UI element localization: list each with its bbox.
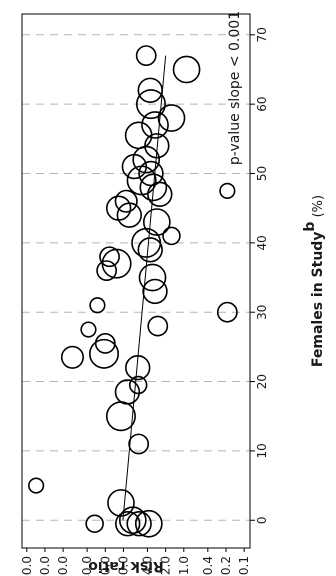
y-tick-label: 20.0 bbox=[98, 556, 112, 576]
y-tick-label: 200.0 bbox=[38, 556, 52, 576]
y-tick-label: 1.0 bbox=[177, 556, 191, 575]
x-tick-label: 40 bbox=[255, 235, 269, 250]
x-tick-label: 20 bbox=[255, 374, 269, 389]
data-bubble bbox=[94, 333, 116, 354]
data-bubble bbox=[124, 121, 153, 150]
grid-layer bbox=[22, 34, 250, 521]
y-tick-label: 40.0 bbox=[80, 556, 94, 576]
x-axis: 0 10 20 30 40 50 60 70 bbox=[250, 27, 269, 524]
data-bubble bbox=[137, 237, 163, 263]
y-tick-label: 10.0 bbox=[116, 556, 130, 576]
x-tick-label: 30 bbox=[255, 305, 269, 320]
data-bubble bbox=[147, 315, 169, 337]
x-tick-label: 10 bbox=[255, 443, 269, 458]
data-bubble bbox=[219, 182, 236, 199]
data-bubble bbox=[105, 195, 132, 221]
data-bubble bbox=[96, 260, 118, 281]
x-axis-title-superscript: b bbox=[302, 222, 318, 232]
x-tick-label: 60 bbox=[255, 97, 269, 112]
plot-frame bbox=[21, 13, 251, 549]
y-tick-label: 0.2 bbox=[219, 556, 233, 575]
data-bubble bbox=[172, 55, 201, 84]
y-tick-label: 2.0 bbox=[159, 556, 173, 575]
y-tick-label: 100.0 bbox=[56, 556, 70, 576]
x-tick-label: 50 bbox=[255, 166, 269, 181]
data-bubble bbox=[128, 375, 148, 395]
data-bubble bbox=[142, 208, 171, 236]
data-bubble bbox=[139, 173, 168, 202]
data-bubble bbox=[126, 511, 152, 537]
x-axis-title: Females in Studyb (%) bbox=[302, 195, 326, 367]
data-bubble bbox=[85, 514, 104, 533]
y-axis: 400.0 200.0 100.0 40.0 20.0 10.0 4.0 2.0 1.0 0.4 0… bbox=[20, 548, 251, 576]
data-bubble bbox=[115, 511, 141, 537]
data-bubble bbox=[157, 104, 186, 132]
data-bubble bbox=[138, 263, 167, 292]
data-bubble bbox=[216, 301, 238, 323]
y-tick-label: 4.0 bbox=[140, 556, 154, 575]
y-axis-title: Risk ratio bbox=[88, 558, 164, 574]
data-bubble bbox=[135, 89, 166, 120]
data-bubble bbox=[60, 345, 85, 369]
data-bubble bbox=[80, 321, 97, 338]
y-tick-label: 0.4 bbox=[201, 556, 215, 575]
data-bubble bbox=[138, 160, 164, 187]
data-bubble bbox=[105, 401, 136, 432]
data-bubble bbox=[89, 297, 106, 314]
y-tick-label: 0.1 bbox=[237, 556, 251, 575]
bubbles-layer bbox=[28, 45, 238, 538]
y-tick-label: 400.0 bbox=[20, 556, 34, 576]
slope-p-value-annotation: p-value slope < 0.001 bbox=[227, 11, 243, 165]
data-bubble bbox=[28, 477, 45, 494]
data-bubble bbox=[128, 433, 150, 455]
data-bubble bbox=[144, 133, 170, 159]
x-axis-title-main: Females in Study bbox=[310, 232, 326, 368]
data-bubble bbox=[137, 77, 163, 103]
data-bubble bbox=[125, 354, 151, 381]
data-bubble bbox=[134, 509, 163, 538]
data-bubble bbox=[162, 226, 181, 246]
data-bubble bbox=[114, 379, 141, 405]
x-axis-title-unit: (%) bbox=[311, 195, 326, 222]
data-bubble bbox=[141, 111, 169, 139]
data-bubble bbox=[89, 338, 120, 369]
data-bubble bbox=[99, 246, 120, 268]
data-bubble bbox=[135, 45, 157, 67]
data-bubble bbox=[114, 189, 138, 213]
x-tick-label: 70 bbox=[255, 27, 269, 42]
data-bubble bbox=[142, 278, 168, 305]
x-tick-label: 0 bbox=[255, 516, 269, 524]
